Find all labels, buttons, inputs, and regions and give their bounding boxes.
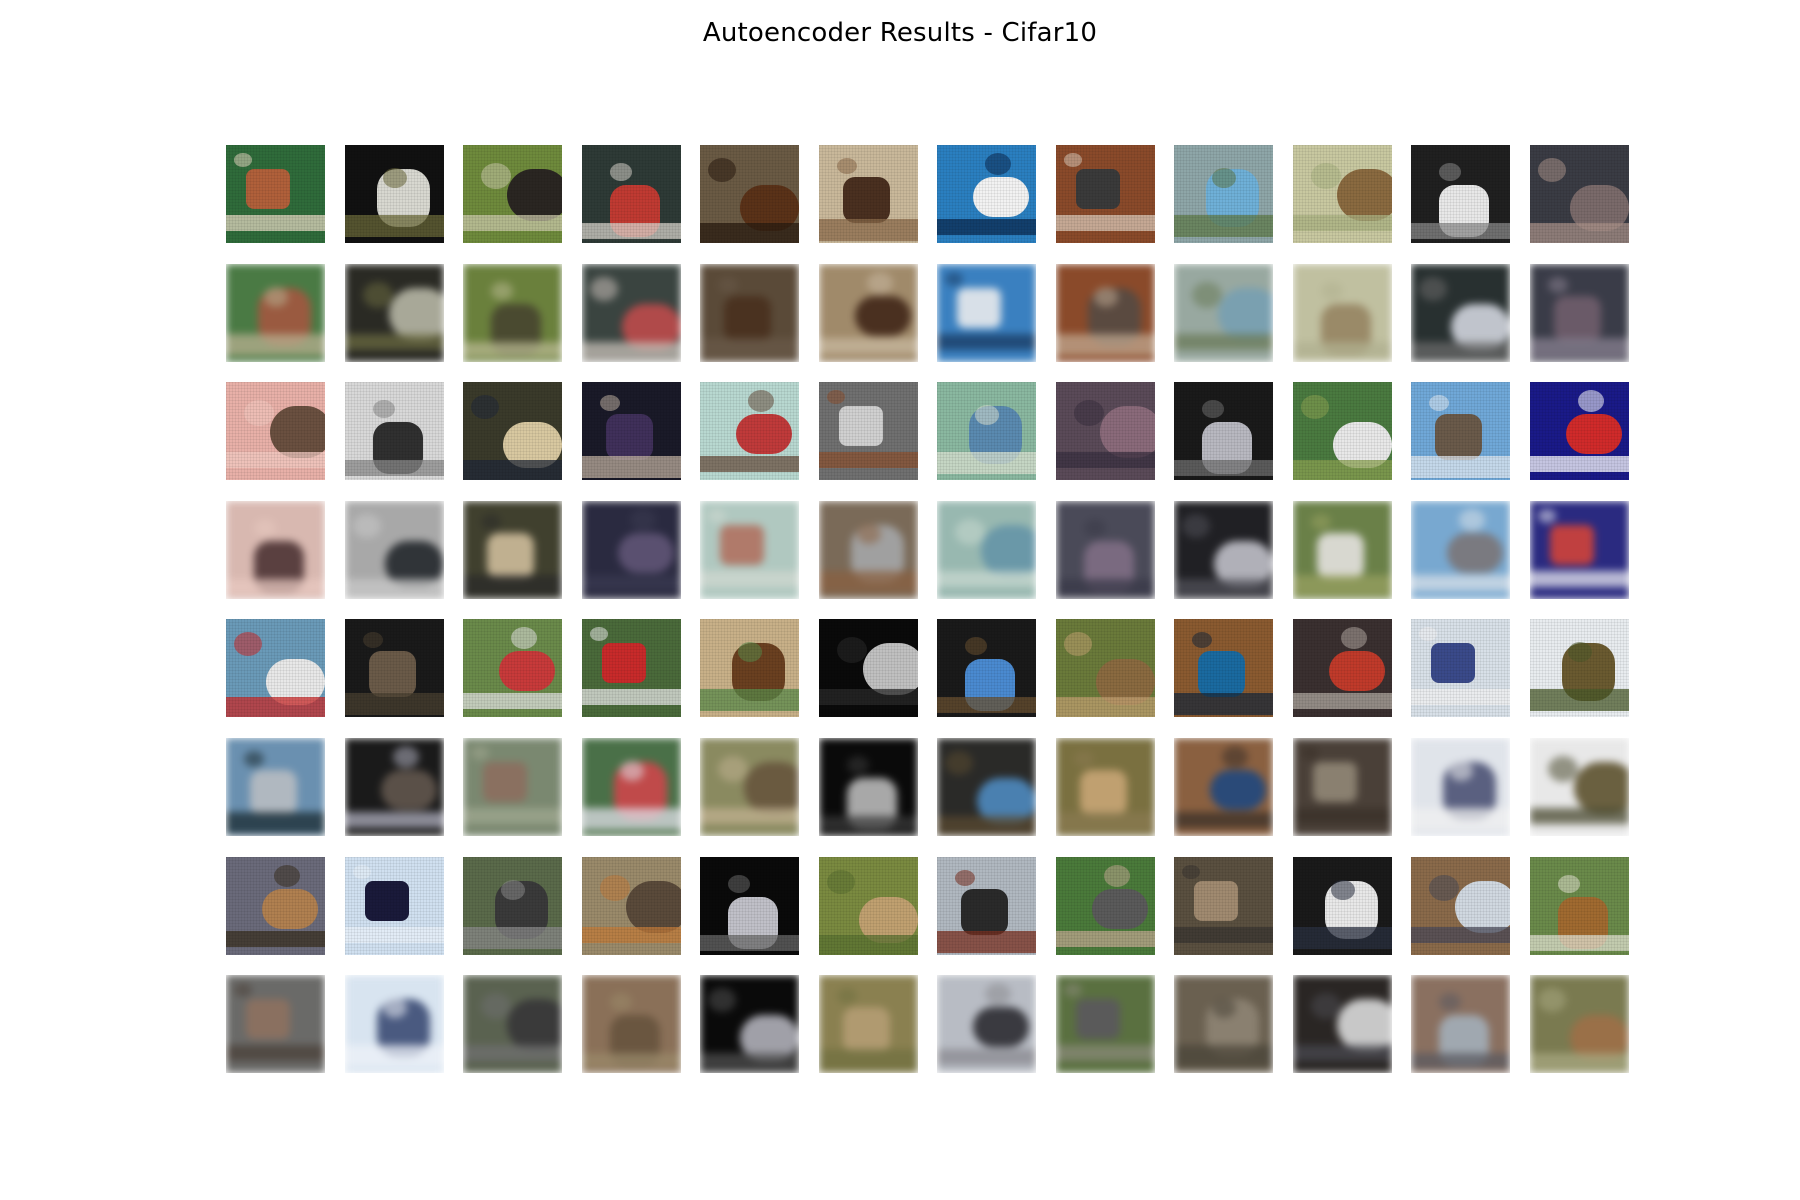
reconstructed-image-r6-c1 [226, 738, 325, 836]
original-image-r7-c6 [819, 857, 918, 955]
reconstructed-image-r4-c3 [463, 501, 562, 599]
reconstructed-image-r4-c10 [1293, 501, 1392, 599]
original-image-r7-c2 [345, 857, 444, 955]
original-image-r3-c12 [1530, 382, 1629, 480]
reconstructed-image-r8-c9 [1174, 975, 1273, 1073]
original-image-r5-c3 [463, 619, 562, 717]
original-image-r3-c8 [1056, 382, 1155, 480]
reconstructed-image-r2-c10 [1293, 264, 1392, 362]
original-image-r1-c3 [463, 145, 562, 243]
reconstructed-image-r8-c12 [1530, 975, 1629, 1073]
reconstructed-image-r4-c4 [582, 501, 681, 599]
reconstructed-image-r2-c4 [582, 264, 681, 362]
original-image-r3-c9 [1174, 382, 1273, 480]
original-image-r7-c9 [1174, 857, 1273, 955]
reconstructed-image-r4-c5 [700, 501, 799, 599]
reconstructed-image-r8-c6 [819, 975, 918, 1073]
original-image-r5-c6 [819, 619, 918, 717]
reconstructed-image-r8-c8 [1056, 975, 1155, 1073]
reconstructed-image-r2-c5 [700, 264, 799, 362]
reconstructed-image-r8-c3 [463, 975, 562, 1073]
reconstructed-image-r2-c2 [345, 264, 444, 362]
original-image-r3-c11 [1411, 382, 1510, 480]
original-image-r5-c9 [1174, 619, 1273, 717]
original-image-r5-c2 [345, 619, 444, 717]
reconstructed-image-r2-c3 [463, 264, 562, 362]
reconstructed-image-r2-c12 [1530, 264, 1629, 362]
original-image-r7-c3 [463, 857, 562, 955]
original-image-r7-c12 [1530, 857, 1629, 955]
reconstructed-image-r8-c2 [345, 975, 444, 1073]
reconstructed-image-r8-c5 [700, 975, 799, 1073]
original-image-r5-c5 [700, 619, 799, 717]
reconstructed-image-r8-c11 [1411, 975, 1510, 1073]
original-image-r5-c12 [1530, 619, 1629, 717]
original-image-r7-c5 [700, 857, 799, 955]
reconstructed-image-r4-c6 [819, 501, 918, 599]
reconstructed-image-r2-c1 [226, 264, 325, 362]
figure-title: Autoencoder Results - Cifar10 [702, 18, 1098, 48]
original-image-r3-c2 [345, 382, 444, 480]
reconstructed-image-r2-c11 [1411, 264, 1510, 362]
reconstructed-image-r6-c10 [1293, 738, 1392, 836]
reconstructed-image-r6-c12 [1530, 738, 1629, 836]
original-image-r7-c10 [1293, 857, 1392, 955]
original-image-r1-c2 [345, 145, 444, 243]
original-image-r1-c9 [1174, 145, 1273, 243]
original-image-r7-c4 [582, 857, 681, 955]
original-image-r3-c1 [226, 382, 325, 480]
original-image-r1-c6 [819, 145, 918, 243]
original-image-r5-c7 [937, 619, 1036, 717]
original-image-r3-c7 [937, 382, 1036, 480]
original-image-r1-c1 [226, 145, 325, 243]
original-image-r5-c1 [226, 619, 325, 717]
reconstructed-image-r6-c2 [345, 738, 444, 836]
original-image-r5-c4 [582, 619, 681, 717]
reconstructed-image-r4-c8 [1056, 501, 1155, 599]
reconstructed-image-r6-c9 [1174, 738, 1273, 836]
original-image-r3-c10 [1293, 382, 1392, 480]
original-image-r1-c10 [1293, 145, 1392, 243]
original-image-r1-c7 [937, 145, 1036, 243]
original-image-r7-c11 [1411, 857, 1510, 955]
reconstructed-image-r4-c1 [226, 501, 325, 599]
reconstructed-image-r4-c2 [345, 501, 444, 599]
reconstructed-image-r6-c11 [1411, 738, 1510, 836]
original-image-r5-c10 [1293, 619, 1392, 717]
original-image-r5-c11 [1411, 619, 1510, 717]
original-image-r1-c12 [1530, 145, 1629, 243]
reconstructed-image-r4-c9 [1174, 501, 1273, 599]
original-image-r1-c8 [1056, 145, 1155, 243]
reconstructed-image-r6-c5 [700, 738, 799, 836]
reconstructed-image-r2-c9 [1174, 264, 1273, 362]
reconstructed-image-r2-c8 [1056, 264, 1155, 362]
reconstructed-image-r6-c8 [1056, 738, 1155, 836]
reconstructed-image-r4-c12 [1530, 501, 1629, 599]
original-image-r5-c8 [1056, 619, 1155, 717]
original-image-r1-c4 [582, 145, 681, 243]
reconstructed-image-r8-c10 [1293, 975, 1392, 1073]
original-image-r3-c6 [819, 382, 918, 480]
reconstructed-image-r2-c6 [819, 264, 918, 362]
original-image-r3-c5 [700, 382, 799, 480]
original-image-r7-c8 [1056, 857, 1155, 955]
reconstructed-image-r4-c11 [1411, 501, 1510, 599]
original-image-r7-c1 [226, 857, 325, 955]
original-image-r1-c5 [700, 145, 799, 243]
original-image-r3-c4 [582, 382, 681, 480]
reconstructed-image-r6-c4 [582, 738, 681, 836]
reconstructed-image-r2-c7 [937, 264, 1036, 362]
reconstructed-image-r4-c7 [937, 501, 1036, 599]
original-image-r7-c7 [937, 857, 1036, 955]
reconstructed-image-r8-c1 [226, 975, 325, 1073]
original-image-r3-c3 [463, 382, 562, 480]
reconstructed-image-r6-c3 [463, 738, 562, 836]
reconstructed-image-r6-c6 [819, 738, 918, 836]
original-image-r1-c11 [1411, 145, 1510, 243]
reconstructed-image-r6-c7 [937, 738, 1036, 836]
reconstructed-image-r8-c7 [937, 975, 1036, 1073]
reconstructed-image-r8-c4 [582, 975, 681, 1073]
